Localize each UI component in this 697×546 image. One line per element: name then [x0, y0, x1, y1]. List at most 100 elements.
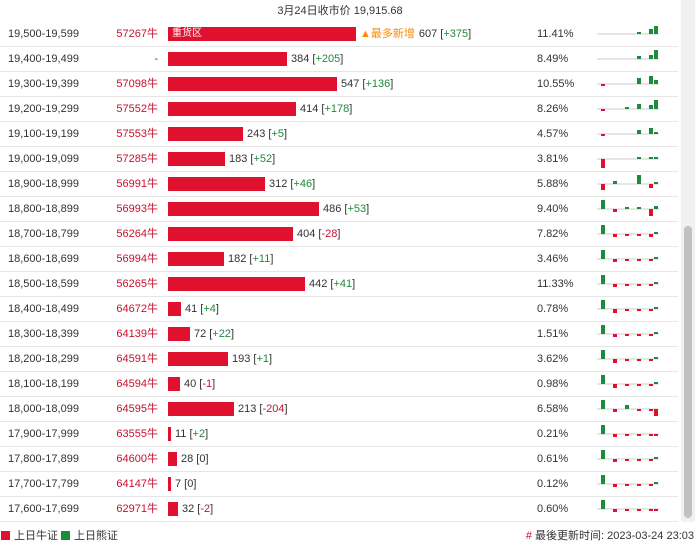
- count-value: 40: [184, 378, 197, 390]
- page-title: 3月24日收市价 19,915.68: [277, 5, 403, 17]
- table-row[interactable]: 19,000-19,099 57285牛 183 [+52] 3.81%: [0, 147, 678, 172]
- count-value: 7: [175, 478, 182, 490]
- vertical-scrollbar[interactable]: [681, 0, 695, 522]
- sparkline-bar: [637, 334, 641, 336]
- table-row[interactable]: 19,100-19,199 57553牛 243 [+5] 4.57%: [0, 122, 678, 147]
- index-price: 64600牛: [116, 453, 158, 465]
- sparkline-bar: [625, 207, 629, 209]
- percentage: 7.82%: [537, 228, 569, 240]
- sparkline-bar: [637, 32, 641, 34]
- percentage: 3.62%: [537, 353, 569, 365]
- count-info: 7 [0]: [175, 478, 197, 490]
- count-change: +178: [324, 103, 350, 115]
- sparkline-bar: [613, 434, 617, 437]
- table-row[interactable]: 19,400-19,499 - 384 [+205] 8.49%: [0, 47, 678, 72]
- sparkline-bar: [601, 200, 605, 209]
- sparkline-bar: [601, 275, 605, 284]
- table-row[interactable]: 18,300-18,399 64139牛 72 [+22] 1.51%: [0, 322, 678, 347]
- count-change: +136: [365, 78, 391, 90]
- trend-sparkline: [597, 275, 659, 287]
- sparkline-bar: [637, 284, 641, 286]
- count-value: 183: [229, 153, 248, 165]
- percentage: 0.21%: [537, 428, 569, 440]
- count-bar: [168, 452, 177, 466]
- count-value: 72: [194, 328, 207, 340]
- sparkline-bar: [654, 257, 658, 259]
- sparkline-bar: [649, 384, 653, 386]
- count-info: 404 [-28]: [297, 228, 341, 240]
- table-row[interactable]: 18,000-18,099 64595牛 213 [-204] 6.58%: [0, 397, 678, 422]
- trend-sparkline: [597, 128, 659, 136]
- table-row[interactable]: 18,700-18,799 56264牛 404 [-28] 7.82%: [0, 222, 678, 247]
- trend-sparkline: [597, 26, 659, 35]
- count-change: +46: [293, 178, 313, 190]
- strike-range: 18,100-18,199: [8, 378, 79, 390]
- sparkline-bar: [601, 350, 605, 359]
- sparkline-bar: [637, 409, 641, 411]
- percentage: 0.98%: [537, 378, 569, 390]
- table-row[interactable]: 18,100-18,199 64594牛 40 [-1] 0.98%: [0, 372, 678, 397]
- table-row[interactable]: 18,900-18,999 56991牛 312 [+46] 5.88%: [0, 172, 678, 197]
- sparkline-bar: [654, 382, 658, 384]
- index-price: 56993牛: [116, 203, 158, 215]
- table-row[interactable]: 17,800-17,899 64600牛 28 [0] 0.61%: [0, 447, 678, 472]
- count-bar: [168, 302, 181, 316]
- count-change: +4: [203, 303, 216, 315]
- table-row[interactable]: 18,400-18,499 64672牛 41 [+4] 0.78%: [0, 297, 678, 322]
- sparkline-bar: [613, 259, 617, 262]
- trend-sparkline: [597, 250, 659, 262]
- table-row[interactable]: 19,500-19,599 57267牛 重货区 ▲最多新增 607 [+375] 11.…: [0, 22, 678, 47]
- table-row[interactable]: 19,200-19,299 57552牛 414 [+178] 8.26%: [0, 97, 678, 122]
- sparkline-bar: [649, 259, 653, 261]
- sparkline-bar: [649, 334, 653, 336]
- sparkline-bar: [625, 107, 629, 109]
- count-bar: [168, 127, 243, 141]
- count-change: 0: [187, 478, 194, 490]
- table-row[interactable]: 18,500-18,599 56265牛 442 [+41] 11.33%: [0, 272, 678, 297]
- index-price: 56991牛: [116, 178, 158, 190]
- sparkline-bar: [654, 307, 658, 309]
- sparkline-bar: [654, 206, 658, 209]
- table-row[interactable]: 17,900-17,999 63555牛 11 [+2] 0.21%: [0, 422, 678, 447]
- sparkline-bar: [649, 128, 653, 134]
- count-value: 182: [228, 253, 247, 265]
- table-row[interactable]: 18,200-18,299 64591牛 193 [+1] 3.62%: [0, 347, 678, 372]
- count-info: 41 [+4]: [185, 303, 219, 315]
- index-price: 62971牛: [116, 503, 158, 515]
- table-row[interactable]: 18,800-18,899 56993牛 486 [+53] 9.40%: [0, 197, 678, 222]
- strike-range: 17,800-17,899: [8, 453, 79, 465]
- sparkline-bar: [649, 157, 653, 159]
- sparkline-bar: [613, 384, 617, 388]
- count-bar: [168, 277, 305, 291]
- sparkline-bar: [654, 26, 658, 34]
- index-price: 56264牛: [116, 228, 158, 240]
- sparkline-bar: [637, 175, 641, 184]
- sparkline-bar: [613, 509, 617, 512]
- sparkline-bar: [613, 209, 617, 212]
- sparkline-bar: [637, 259, 641, 261]
- distribution-table: 19,500-19,599 57267牛 重货区 ▲最多新增 607 [+375] 11.…: [0, 22, 680, 522]
- scrollbar-thumb[interactable]: [684, 226, 692, 518]
- table-row[interactable]: 19,300-19,399 57098牛 547 [+136] 10.55%: [0, 72, 678, 97]
- sparkline-bar: [637, 56, 641, 59]
- table-row[interactable]: 17,700-17,799 64147牛 7 [0] 0.12%: [0, 472, 678, 497]
- sparkline-bar: [637, 78, 641, 84]
- strike-range: 18,900-18,999: [8, 178, 79, 190]
- table-row[interactable]: 18,600-18,699 56994牛 182 [+11] 3.46%: [0, 247, 678, 272]
- percentage: 5.88%: [537, 178, 569, 190]
- sparkline-bar: [613, 459, 617, 462]
- sparkline-bar: [625, 434, 629, 436]
- sparkline-bar: [649, 459, 653, 461]
- sparkline-bar: [654, 434, 658, 436]
- count-value: 193: [232, 353, 251, 365]
- count-value: 442: [309, 278, 328, 290]
- count-value: 607: [418, 28, 438, 40]
- count-bar: [168, 27, 356, 41]
- sparkline-bar: [625, 234, 629, 236]
- count-bar: [168, 52, 287, 66]
- count-value: 41: [185, 303, 198, 315]
- table-row[interactable]: 17,600-17,699 62971牛 32 [-2] 0.60%: [0, 497, 678, 522]
- percentage: 0.60%: [537, 503, 569, 515]
- percentage: 0.12%: [537, 478, 569, 490]
- sparkline-bar: [654, 457, 658, 459]
